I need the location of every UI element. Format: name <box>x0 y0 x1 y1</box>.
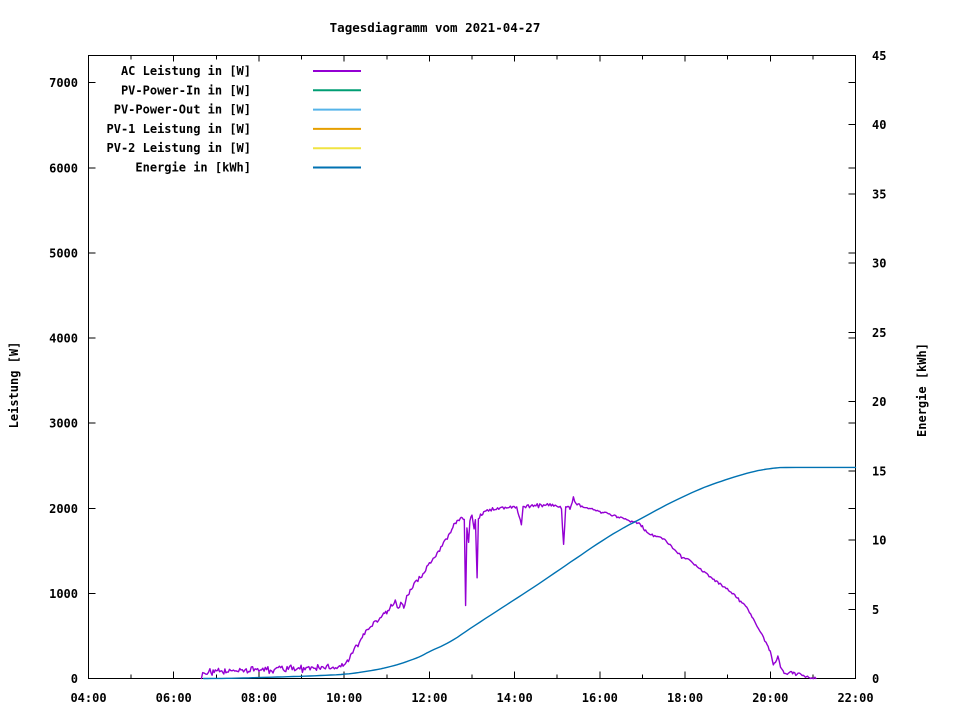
series-line-energie-in-kwh <box>202 466 857 680</box>
y1-tick-label: 7000 <box>49 76 78 90</box>
y-axis-left-title: Leistung [W] <box>7 341 21 429</box>
y-axis-right-ticks: 0 5 10 15 20 25 30 35 40 45 <box>848 49 886 686</box>
y1-tick-label: 1000 <box>49 587 78 601</box>
y2-tick-label: 35 <box>872 187 886 201</box>
series-group <box>200 466 857 680</box>
x-tick-label: 18:00 <box>667 691 703 705</box>
legend: AC Leistung in [W] PV-Power-In in [W] PV-P… <box>107 64 361 175</box>
y2-tick-label: 15 <box>872 464 886 478</box>
legend-label: AC Leistung in [W] <box>121 64 251 78</box>
legend-label: PV-Power-Out in [W] <box>114 103 251 117</box>
y-axis-left-ticks: 0 1000 2000 3000 4000 5000 6000 7000 <box>49 76 856 686</box>
legend-label: PV-2 Leistung in [W] <box>107 141 252 155</box>
y2-tick-label: 10 <box>872 534 886 548</box>
y1-tick-label: 3000 <box>49 417 78 431</box>
y1-tick-label: 2000 <box>49 502 78 516</box>
y2-tick-label: 0 <box>872 672 879 686</box>
y2-tick-label: 30 <box>872 257 886 271</box>
y2-tick-label: 40 <box>872 118 886 132</box>
legend-label: PV-Power-In in [W] <box>121 83 251 97</box>
y1-tick-label: 5000 <box>49 246 78 260</box>
series-line-ac-leistung-in-w <box>200 496 817 680</box>
chart-title: Tagesdiagramm vom 2021-04-27 <box>329 20 541 35</box>
y1-tick-label: 6000 <box>49 161 78 175</box>
x-tick-label: 14:00 <box>497 691 533 705</box>
legend-label: Energie in [kWh] <box>135 161 251 175</box>
y1-tick-label: 0 <box>71 672 78 686</box>
y2-tick-label: 25 <box>872 326 886 340</box>
x-axis-ticks: 04:00 06:00 08:00 10:00 12:00 14:00 16:00 18:00… <box>70 55 874 705</box>
legend-entry: PV-Power-In in [W] <box>121 83 361 97</box>
y2-tick-label: 20 <box>872 395 886 409</box>
x-tick-label: 16:00 <box>582 691 618 705</box>
y2-tick-label: 5 <box>872 603 879 617</box>
y-axis-right-title: Energie [kWh] <box>915 343 929 437</box>
y1-tick-label: 4000 <box>49 332 78 346</box>
x-tick-label: 06:00 <box>156 691 192 705</box>
y2-tick-label: 45 <box>872 49 886 63</box>
x-tick-label: 20:00 <box>752 691 788 705</box>
legend-entry: PV-Power-Out in [W] <box>114 103 361 117</box>
legend-entry: Energie in [kWh] <box>135 161 361 175</box>
x-tick-label: 08:00 <box>241 691 277 705</box>
x-tick-label: 12:00 <box>411 691 447 705</box>
x-tick-label: 22:00 <box>837 691 873 705</box>
legend-entry: PV-1 Leistung in [W] <box>107 122 361 136</box>
x-tick-label: 10:00 <box>326 691 362 705</box>
legend-label: PV-1 Leistung in [W] <box>107 122 252 136</box>
legend-entry: PV-2 Leistung in [W] <box>107 141 361 155</box>
legend-entry: AC Leistung in [W] <box>121 64 361 78</box>
x-tick-label: 04:00 <box>70 691 106 705</box>
